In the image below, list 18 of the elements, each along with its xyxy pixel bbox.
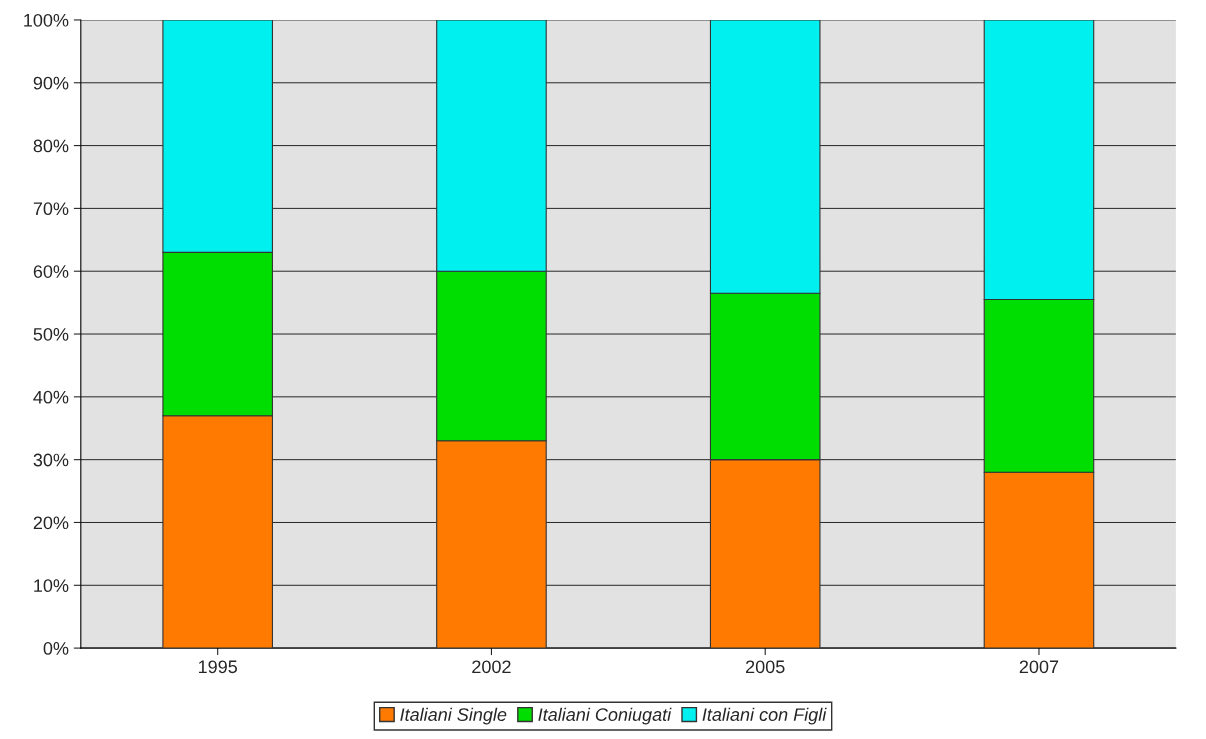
legend-label: Italiani Coniugati [538,707,672,725]
y-tick-label: 80% [33,139,69,153]
x-tick-label: 1995 [198,660,238,674]
legend-label: Italiani Single [400,707,507,725]
y-tick-label: 70% [33,202,69,216]
x-tick-label: 2002 [472,660,511,674]
y-tick-label: 30% [33,453,69,467]
y-tick-label: 50% [33,327,69,341]
y-tick-label: 40% [33,390,69,404]
legend-label: Italiani con Figli [702,707,827,725]
x-tick-label: 2007 [1019,660,1059,674]
y-tick-label: 10% [34,579,69,593]
y-tick-label: 60% [33,265,69,278]
y-tick-label: 20% [33,516,69,530]
y-tick-label: 90% [33,76,69,90]
y-tick-label: 0% [43,642,69,655]
y-tick-label: 100% [24,13,69,27]
x-tick-label: 2005 [746,660,785,674]
